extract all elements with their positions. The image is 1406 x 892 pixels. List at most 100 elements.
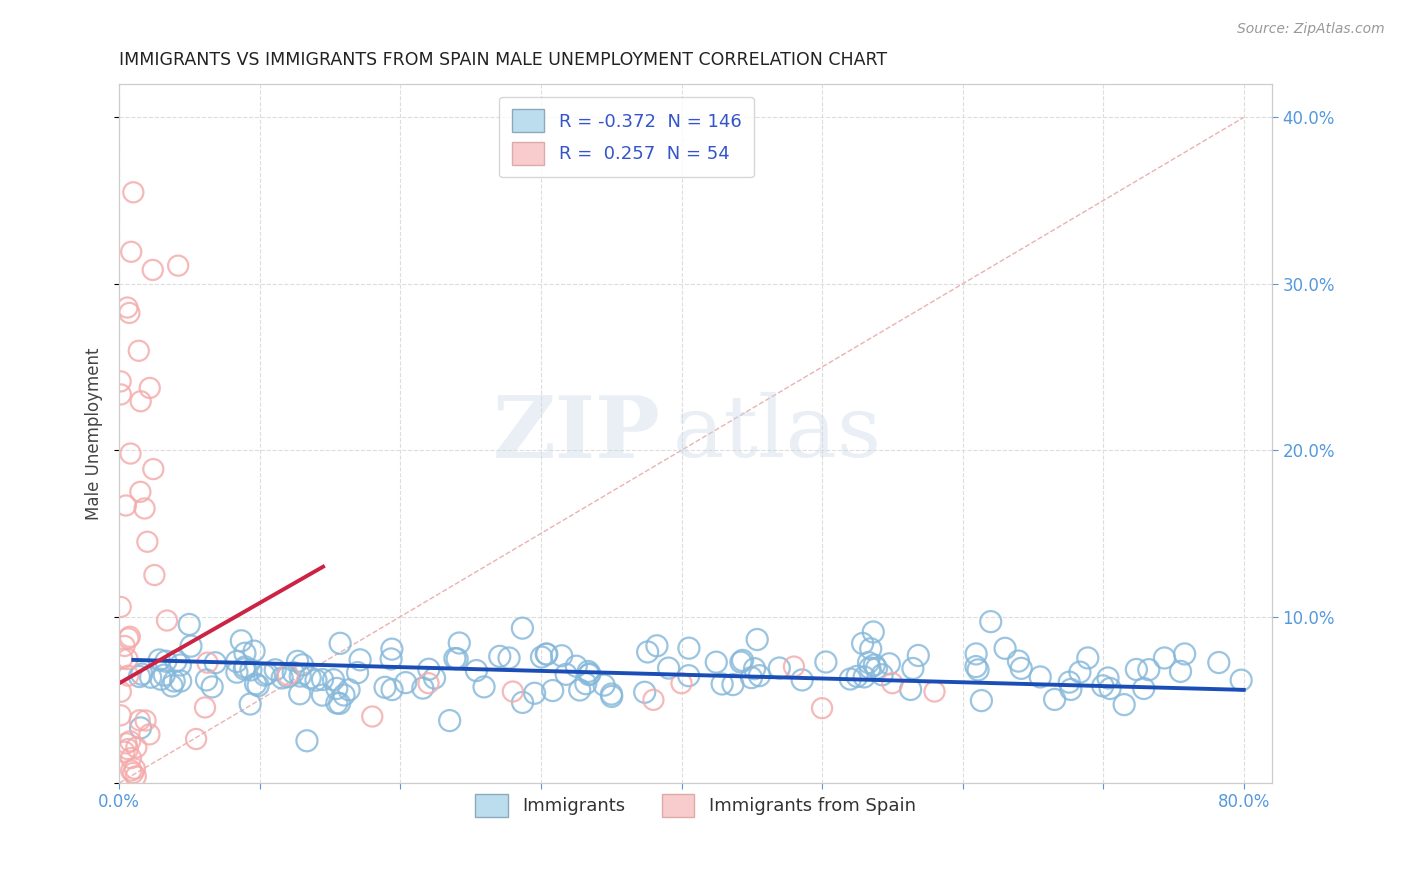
Point (678, 669, 700, 683)
Point (678, 641, 700, 656)
Point (117, 632, 139, 646)
Point (568, 683, 591, 698)
Point (449, 636, 471, 650)
Point (600, 690, 623, 704)
Point (1059, 675, 1081, 690)
Point (277, 670, 299, 684)
Point (165, 654, 187, 668)
Point (859, 641, 882, 656)
Point (811, 701, 834, 715)
Point (879, 657, 901, 671)
Point (1029, 670, 1052, 684)
Point (129, 484, 152, 499)
Point (333, 688, 356, 702)
Point (277, 668, 299, 682)
Point (160, 679, 183, 693)
Text: atlas: atlas (672, 392, 882, 475)
Point (256, 666, 278, 681)
Point (120, 446, 142, 460)
Point (271, 671, 294, 685)
Point (637, 645, 659, 659)
Point (579, 666, 602, 681)
Point (326, 696, 349, 710)
Point (711, 677, 734, 691)
Point (1069, 665, 1091, 680)
Point (120, 734, 142, 748)
Point (1099, 681, 1122, 696)
Point (143, 568, 166, 582)
Point (1114, 698, 1136, 712)
Point (645, 639, 668, 653)
Point (381, 642, 404, 657)
Point (110, 708, 132, 723)
Point (124, 762, 146, 776)
Point (1091, 679, 1114, 693)
Point (136, 534, 159, 549)
Point (523, 686, 546, 700)
Point (643, 693, 665, 707)
Point (264, 663, 287, 677)
Point (1170, 665, 1192, 679)
Point (1153, 651, 1175, 665)
Point (551, 648, 574, 663)
Point (994, 641, 1017, 656)
Point (412, 681, 434, 695)
Point (472, 680, 495, 694)
Point (245, 677, 267, 691)
Point (530, 650, 553, 665)
Point (488, 649, 510, 664)
Point (128, 343, 150, 358)
Point (634, 685, 657, 699)
Point (349, 653, 371, 667)
Point (305, 673, 328, 687)
Point (295, 733, 318, 747)
Point (444, 651, 467, 665)
Point (1010, 661, 1032, 675)
Point (907, 648, 929, 663)
Point (361, 709, 384, 723)
Point (575, 676, 598, 690)
Point (1208, 656, 1230, 670)
Point (110, 599, 132, 614)
Point (287, 654, 309, 668)
Point (225, 665, 247, 680)
Point (980, 615, 1002, 629)
Point (839, 672, 862, 686)
Point (768, 661, 790, 675)
Point (924, 684, 946, 698)
Point (148, 653, 170, 667)
Point (863, 658, 886, 673)
Point (139, 670, 162, 684)
Point (201, 680, 224, 694)
Point (329, 636, 352, 650)
Point (239, 663, 262, 677)
Point (128, 713, 150, 727)
Point (110, 387, 132, 401)
Point (120, 244, 142, 259)
Point (115, 499, 138, 513)
Point (329, 697, 352, 711)
Point (337, 682, 360, 697)
Point (1077, 651, 1099, 665)
Text: Source: ZipAtlas.com: Source: ZipAtlas.com (1237, 22, 1385, 37)
Point (204, 656, 226, 670)
Point (134, 501, 156, 516)
Point (131, 667, 153, 681)
Point (299, 671, 322, 685)
Point (576, 665, 599, 679)
Point (346, 665, 368, 680)
Point (555, 667, 578, 681)
Point (1097, 671, 1119, 685)
Point (167, 259, 190, 273)
Point (862, 625, 884, 640)
Point (1125, 663, 1147, 677)
Point (117, 301, 139, 315)
Point (418, 662, 440, 676)
Point (1174, 647, 1197, 661)
Point (1060, 682, 1083, 697)
Point (233, 646, 256, 660)
Point (288, 687, 311, 701)
Point (115, 736, 138, 750)
Point (870, 667, 893, 681)
Point (120, 751, 142, 765)
